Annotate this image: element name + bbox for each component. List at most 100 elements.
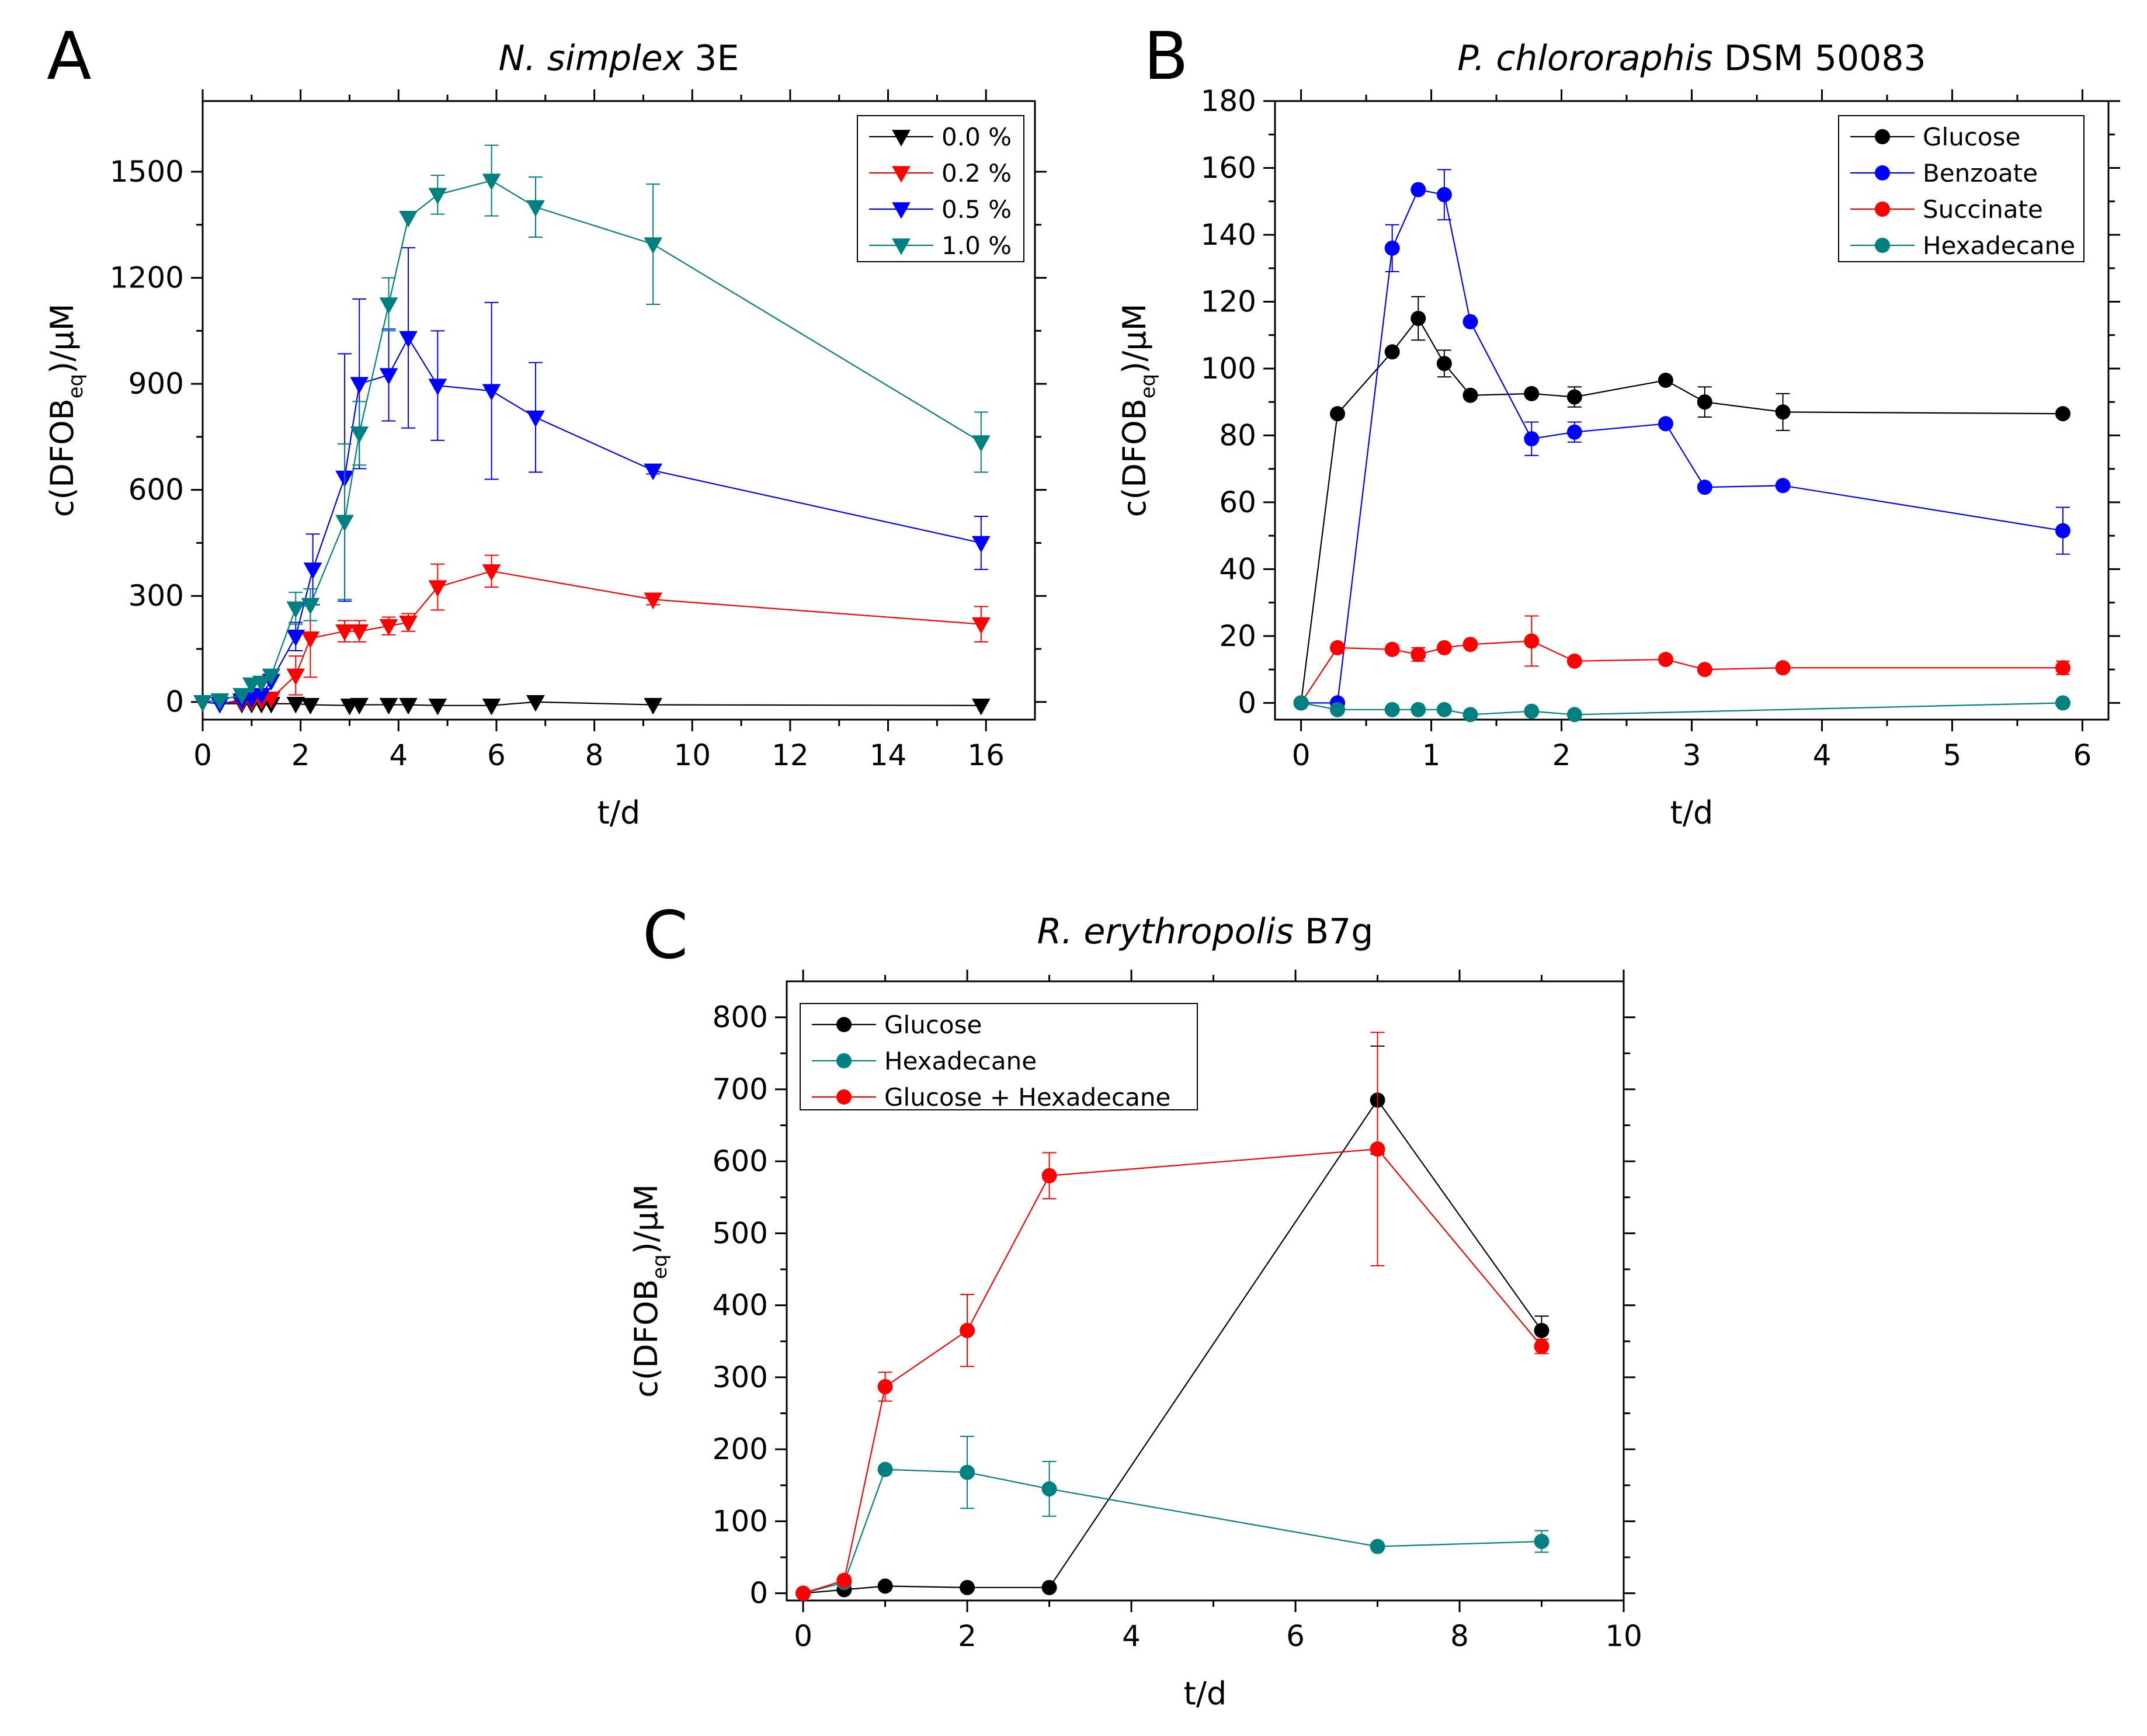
data-point	[1534, 1322, 1550, 1338]
data-point	[1370, 1539, 1385, 1554]
data-point	[960, 1464, 975, 1480]
title-italic: P. chlororaphis	[1457, 38, 1712, 79]
data-point	[1534, 1533, 1550, 1549]
panel-letter: C	[642, 898, 688, 974]
y-tick-label: 600	[713, 1144, 768, 1178]
legend-marker	[892, 166, 911, 183]
data-point	[1041, 1168, 1057, 1183]
data-point	[1566, 653, 1582, 669]
legend-label: Glucose	[884, 1011, 982, 1039]
legend-label: Glucose + Hexadecane	[884, 1083, 1170, 1112]
y-label-main: c(DFOB	[628, 1279, 665, 1398]
y-tick-label: 140	[1201, 218, 1256, 252]
data-point	[644, 592, 663, 610]
data-point	[2055, 660, 2070, 676]
legend-label: 0.5 %	[942, 195, 1012, 224]
y-tick-label: 400	[713, 1289, 768, 1322]
legend-marker	[836, 1089, 852, 1105]
y-label-sub: eq	[64, 374, 88, 399]
data-point	[482, 564, 501, 581]
legend-marker	[892, 202, 911, 219]
data-point	[1411, 702, 1426, 717]
data-point	[1524, 703, 1540, 719]
y-label-sub: eq	[1137, 374, 1160, 399]
series-0-0	[193, 695, 991, 716]
x-tick-label: 16	[967, 738, 1005, 772]
y-axis-label: c(DFOBeq)/µM	[1116, 304, 1160, 518]
series-line	[1301, 189, 2063, 704]
legend-marker	[892, 130, 911, 147]
x-tick-label: 8	[1450, 1619, 1469, 1653]
data-point	[1330, 406, 1346, 422]
data-point	[482, 699, 501, 716]
x-axis-label: t/d	[597, 794, 641, 831]
y-tick-label: 180	[1201, 84, 1256, 118]
data-point	[1411, 647, 1426, 662]
x-tick-label: 0	[1292, 738, 1311, 772]
x-tick-label: 2	[958, 1619, 977, 1653]
series-hexadecane	[795, 1435, 1550, 1601]
y-tick-label: 60	[1219, 485, 1256, 519]
series-0-5	[193, 247, 991, 714]
data-point	[971, 699, 991, 716]
plot-frame	[202, 100, 1036, 721]
data-point	[399, 331, 418, 348]
data-point	[1330, 702, 1346, 717]
data-point	[399, 210, 418, 228]
chart-title: P. chlororaphis DSM 50083	[1457, 38, 1926, 79]
data-point	[2055, 695, 2070, 711]
data-point	[2055, 523, 2070, 539]
data-point	[960, 1579, 975, 1595]
legend-marker	[836, 1053, 852, 1068]
data-point	[877, 1461, 893, 1477]
chart-panel-a: A N. simplex 3E 0 2 4 6 8 10 12 14 16 0 300 600 900 120…	[44, 19, 1047, 831]
data-point	[428, 379, 447, 395]
x-tick-label: 8	[585, 738, 604, 772]
x-tick-label: 6	[2073, 738, 2092, 772]
data-point	[836, 1572, 852, 1588]
series-1-0	[193, 144, 991, 712]
x-tick-label: 14	[870, 738, 907, 772]
data-point	[301, 631, 320, 648]
chart-title: R. erythropolis B7g	[1037, 911, 1374, 952]
title-italic: R. erythropolis	[1037, 911, 1294, 952]
legend-marker	[1875, 165, 1890, 180]
x-axis-label: t/d	[1670, 794, 1714, 831]
legend-marker	[836, 1017, 852, 1032]
y-tick-label: 0	[165, 685, 184, 719]
data-point	[379, 619, 398, 636]
data-point	[1775, 404, 1791, 420]
panel-letter: A	[47, 19, 92, 95]
y-tick-label: 1500	[110, 155, 184, 189]
data-point	[877, 1379, 893, 1394]
data-point	[399, 615, 418, 633]
x-tick-label: 6	[1286, 1619, 1305, 1653]
data-point	[1524, 431, 1540, 447]
series-line	[802, 1148, 1542, 1594]
y-label-sub: eq	[648, 1254, 672, 1279]
y-axis-label: c(DFOBeq)/µM	[628, 1184, 672, 1398]
x-tick-label: 4	[1813, 738, 1832, 772]
panel-letter: B	[1144, 19, 1189, 95]
x-tick-label: 4	[1122, 1619, 1141, 1653]
data-point	[1384, 702, 1400, 717]
series-glucose	[795, 1045, 1550, 1601]
y-tick-label: 20	[1219, 619, 1256, 653]
data-point	[252, 675, 271, 693]
legend-marker	[1875, 202, 1890, 217]
legend-label: 1.0 %	[942, 231, 1012, 260]
data-point	[379, 297, 398, 314]
data-point	[1384, 641, 1400, 657]
data-point	[1411, 311, 1426, 327]
x-tick-label: 12	[772, 738, 809, 772]
data-point	[428, 580, 447, 597]
y-label-main: c(DFOB	[44, 398, 81, 517]
title-italic: N. simplex	[499, 38, 684, 79]
data-point	[428, 188, 447, 205]
title-rest: DSM 50083	[1713, 38, 1926, 79]
data-point	[350, 624, 369, 641]
x-tick-label: 5	[1943, 738, 1962, 772]
data-point	[1462, 387, 1478, 403]
data-point	[301, 598, 320, 615]
